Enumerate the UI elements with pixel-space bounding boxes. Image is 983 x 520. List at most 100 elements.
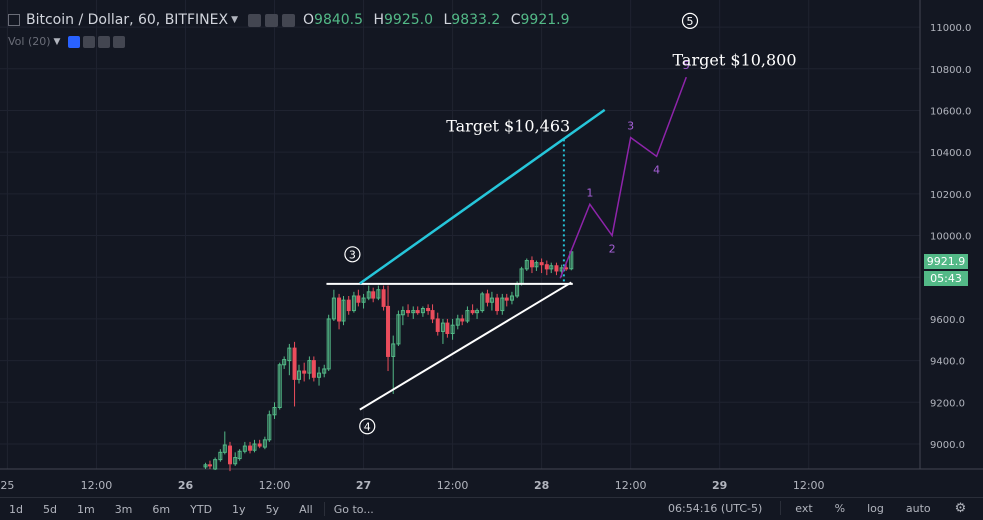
candle	[331, 289, 336, 322]
candle-body	[391, 343, 396, 357]
range-6m[interactable]: 6m	[152, 502, 171, 516]
toggle-auto[interactable]: auto	[905, 501, 931, 515]
candle	[509, 291, 514, 305]
close-icon[interactable]	[282, 13, 295, 27]
candle	[277, 362, 282, 410]
candle-body	[381, 289, 386, 307]
ohlc-low-key: L	[443, 12, 452, 28]
candle-body	[450, 324, 455, 335]
eye-icon[interactable]	[248, 13, 261, 27]
candle	[489, 291, 494, 311]
candle-body	[435, 318, 440, 332]
candle	[529, 256, 534, 274]
time-tick-label: 12:00	[615, 479, 647, 492]
close-icon[interactable]	[113, 35, 126, 48]
candle	[371, 287, 376, 303]
bar-countdown-tag: 05:43	[924, 271, 968, 286]
candle	[455, 314, 460, 330]
candle	[376, 285, 381, 301]
candle-body	[346, 299, 351, 312]
chevron-down-icon[interactable]: ▼	[231, 15, 238, 25]
range-5y[interactable]: 5y	[265, 502, 280, 516]
settings-icon[interactable]	[83, 35, 96, 48]
toggle-log[interactable]: log	[867, 501, 884, 515]
candle	[218, 449, 223, 462]
candle	[213, 457, 218, 471]
candle-body	[297, 370, 301, 380]
toggle-percent[interactable]: %	[834, 501, 846, 515]
candle	[287, 343, 292, 376]
price-tick-label: 9400.0	[930, 357, 965, 368]
collapse-icon[interactable]	[8, 14, 20, 26]
candlestick-chart[interactable]: 9000.09200.09400.09600.09800.010000.0102…	[0, 0, 983, 497]
ohlc-readout: O9840.5 H9925.0 L9833.2 C9921.9	[303, 12, 576, 28]
time-tick-label: 25	[0, 479, 14, 492]
candle	[222, 431, 227, 455]
eye-icon[interactable]	[68, 35, 81, 48]
candle	[406, 304, 411, 317]
range-1d[interactable]: 1d	[9, 502, 23, 516]
candle-body	[356, 295, 361, 303]
price-tick-label: 10400.0	[930, 148, 971, 159]
candle-body	[322, 368, 327, 374]
toggle-ext[interactable]: ext	[795, 501, 813, 515]
candle-body	[539, 262, 544, 266]
target-text-label: Target $10,463	[446, 116, 570, 135]
candle	[252, 439, 257, 453]
candle	[242, 441, 247, 454]
candle-body	[277, 364, 282, 409]
candle	[440, 318, 445, 344]
candle-body	[509, 295, 514, 301]
candle	[396, 310, 401, 347]
gear-icon[interactable]: ⚙	[954, 500, 967, 516]
ohlc-high-value: 9925.0	[384, 12, 434, 28]
candle	[307, 356, 312, 380]
ohlc-low-value: 9833.2	[451, 12, 501, 28]
volume-label[interactable]: Vol (20)	[8, 35, 51, 48]
candle-body	[262, 439, 267, 448]
candle	[248, 441, 253, 454]
range-1m[interactable]: 1m	[76, 502, 95, 516]
candle-body	[237, 450, 242, 460]
bottom-toolbar: 1d 5d 1m 3m 6m YTD 1y 5y All Go to...	[0, 497, 983, 520]
ohlc-open-value: 9840.5	[314, 12, 364, 28]
settings-icon[interactable]	[265, 13, 278, 27]
wave-circle	[344, 246, 361, 263]
candle	[337, 293, 342, 330]
candle-body	[326, 318, 331, 370]
wave-circle	[359, 418, 376, 435]
toolbar-divider	[780, 501, 782, 515]
candle-body	[475, 310, 480, 314]
range-3m[interactable]: 3m	[114, 502, 133, 516]
range-all[interactable]: All	[299, 502, 313, 516]
candle	[544, 260, 549, 276]
candle-body	[203, 464, 208, 468]
time-tick-label: 29	[712, 479, 727, 492]
candle	[262, 436, 267, 450]
candle-body	[376, 289, 381, 299]
volume-indicator-row: Vol (20) ▼	[8, 35, 126, 48]
symbol-title[interactable]: Bitcoin / Dollar, 60, BITFINEX	[26, 12, 229, 28]
candle-body	[460, 318, 465, 322]
candle-body	[337, 297, 342, 322]
candle	[450, 318, 455, 340]
candle-body	[222, 444, 227, 453]
candle	[346, 295, 351, 315]
candle	[460, 314, 465, 326]
range-ytd[interactable]: YTD	[190, 502, 213, 516]
candle-body	[529, 260, 534, 268]
clock-readout: 06:54:16 (UTC-5)	[668, 501, 763, 515]
range-5d[interactable]: 5d	[42, 502, 57, 516]
candle-body	[400, 310, 405, 316]
price-tick-label: 9000.0	[930, 440, 965, 451]
range-1y[interactable]: 1y	[232, 502, 246, 516]
candle-body	[282, 359, 287, 366]
chevron-down-icon[interactable]: ▼	[53, 36, 61, 47]
goto-button[interactable]: Go to...	[333, 502, 374, 516]
add-icon[interactable]	[98, 35, 111, 48]
last-price-tag: 9921.9	[924, 254, 968, 269]
candle	[470, 304, 475, 315]
candle-body	[233, 457, 238, 465]
wave-point-label: 4	[653, 163, 660, 176]
candle	[326, 314, 331, 372]
